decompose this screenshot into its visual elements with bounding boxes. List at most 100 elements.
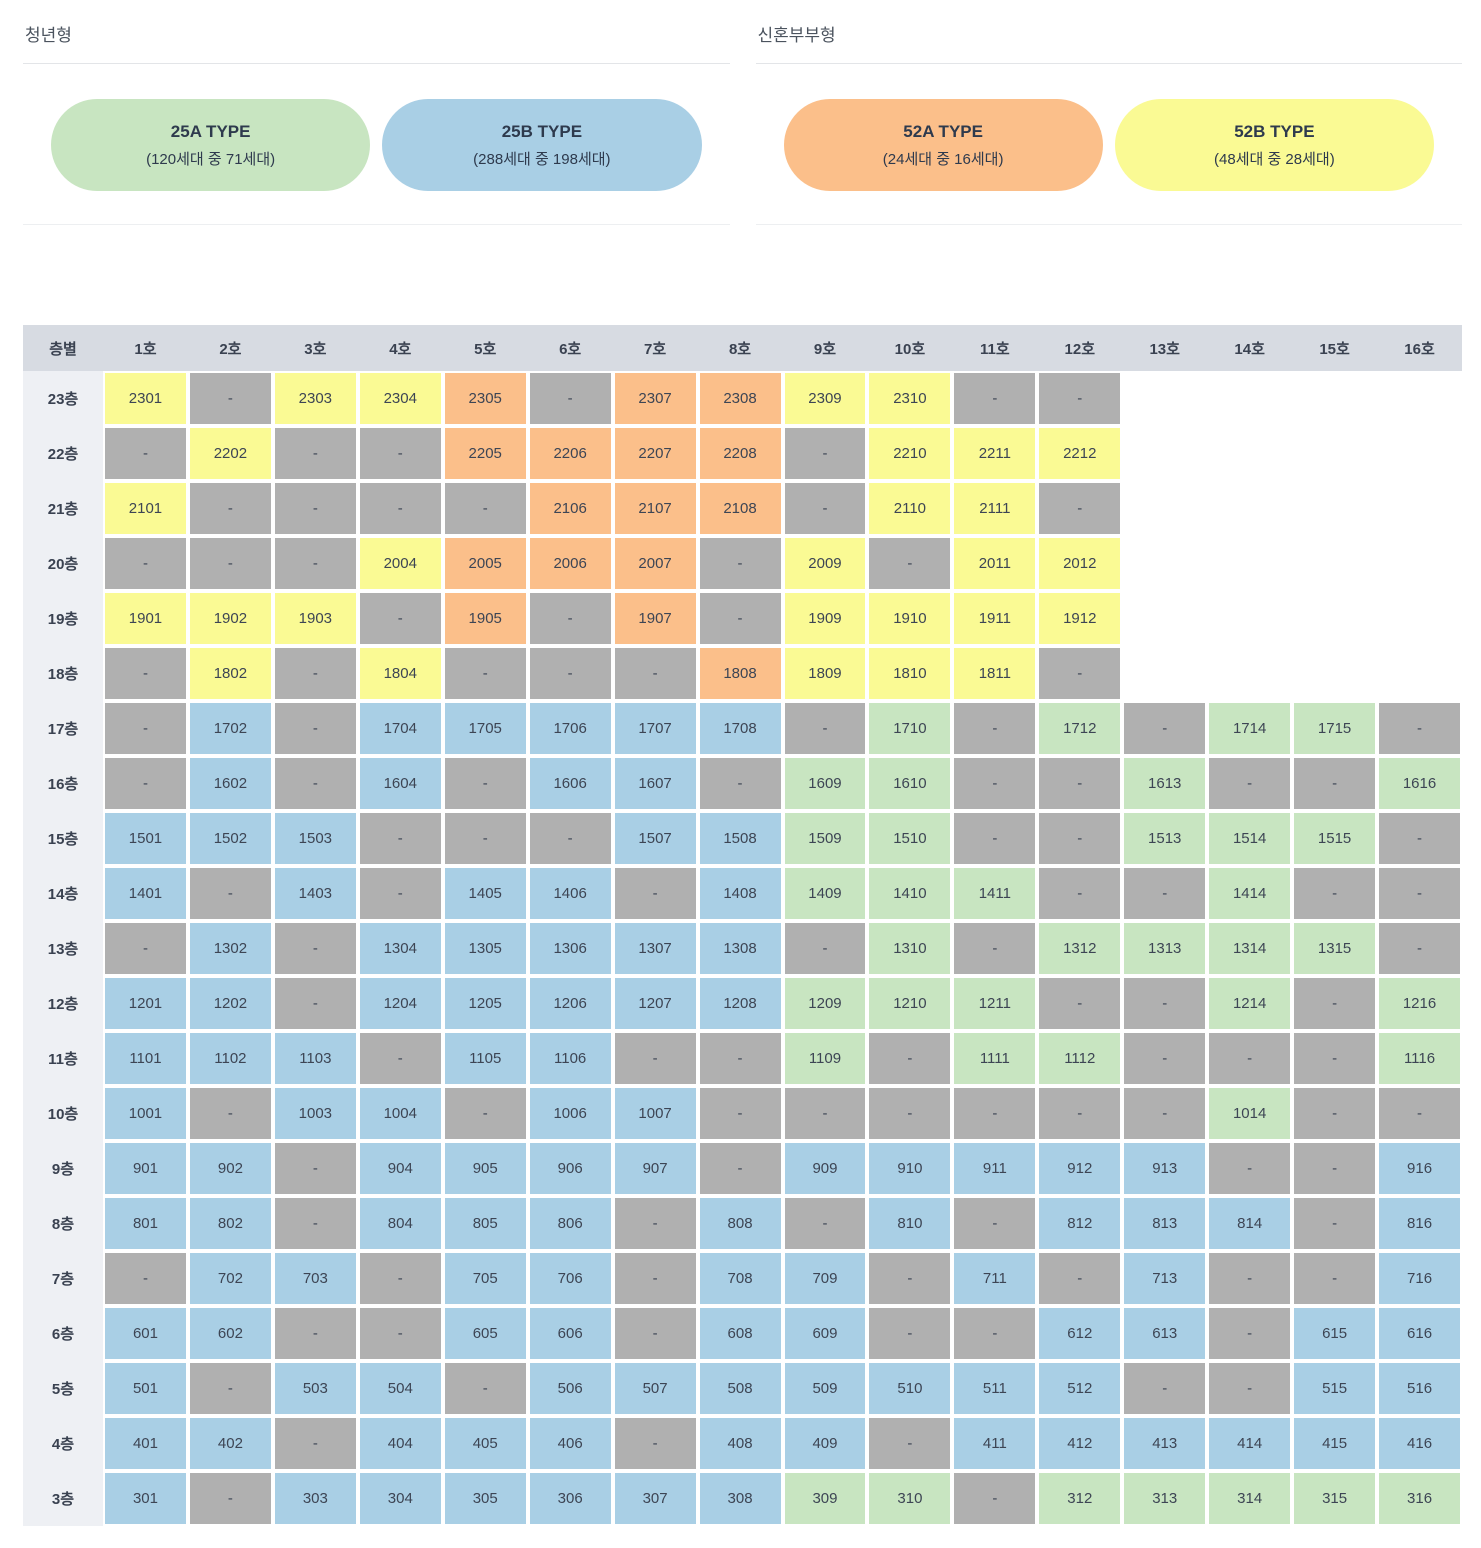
unit-cell[interactable]: 1206: [527, 976, 613, 1031]
unit-cell[interactable]: 1004: [357, 1086, 443, 1141]
unit-cell[interactable]: 412: [1037, 1416, 1123, 1471]
unit-cell[interactable]: 508: [697, 1361, 783, 1416]
unit-cell[interactable]: 2307: [612, 371, 698, 426]
unit-cell[interactable]: 1901: [103, 591, 188, 646]
unit-cell[interactable]: 615: [1292, 1306, 1378, 1361]
unit-cell[interactable]: 2207: [612, 426, 698, 481]
unit-cell[interactable]: 1201: [103, 976, 188, 1031]
unit-cell[interactable]: 507: [612, 1361, 698, 1416]
unit-cell[interactable]: 305: [442, 1471, 528, 1526]
unit-cell[interactable]: 1409: [782, 866, 868, 921]
unit-cell[interactable]: 1515: [1292, 811, 1378, 866]
unit-cell[interactable]: 1209: [782, 976, 868, 1031]
unit-cell[interactable]: 510: [867, 1361, 953, 1416]
unit-cell[interactable]: 301: [103, 1471, 188, 1526]
unit-cell[interactable]: 613: [1122, 1306, 1208, 1361]
unit-cell[interactable]: 1305: [442, 921, 528, 976]
unit-cell[interactable]: 1503: [272, 811, 358, 866]
unit-cell[interactable]: 1905: [442, 591, 528, 646]
unit-cell[interactable]: 1714: [1207, 701, 1293, 756]
unit-cell[interactable]: 806: [527, 1196, 613, 1251]
unit-cell[interactable]: 1706: [527, 701, 613, 756]
unit-cell[interactable]: 1910: [867, 591, 953, 646]
unit-cell[interactable]: 1708: [697, 701, 783, 756]
unit-cell[interactable]: 904: [357, 1141, 443, 1196]
unit-cell[interactable]: 309: [782, 1471, 868, 1526]
unit-cell[interactable]: 902: [187, 1141, 273, 1196]
unit-cell[interactable]: 1702: [187, 701, 273, 756]
unit-cell[interactable]: 813: [1122, 1196, 1208, 1251]
unit-cell[interactable]: 1003: [272, 1086, 358, 1141]
unit-cell[interactable]: 1208: [697, 976, 783, 1031]
unit-cell[interactable]: 2206: [527, 426, 613, 481]
unit-cell[interactable]: 314: [1207, 1471, 1293, 1526]
unit-cell[interactable]: 416: [1377, 1416, 1462, 1471]
unit-cell[interactable]: 1710: [867, 701, 953, 756]
unit-cell[interactable]: 606: [527, 1306, 613, 1361]
unit-cell[interactable]: 1014: [1207, 1086, 1293, 1141]
unit-cell[interactable]: 609: [782, 1306, 868, 1361]
unit-cell[interactable]: 2007: [612, 536, 698, 591]
unit-cell[interactable]: 2108: [697, 481, 783, 536]
unit-cell[interactable]: 2305: [442, 371, 528, 426]
unit-cell[interactable]: 310: [867, 1471, 953, 1526]
unit-cell[interactable]: 1102: [187, 1031, 273, 1086]
unit-cell[interactable]: 1202: [187, 976, 273, 1031]
unit-cell[interactable]: 612: [1037, 1306, 1123, 1361]
unit-cell[interactable]: 1106: [527, 1031, 613, 1086]
unit-cell[interactable]: 1315: [1292, 921, 1378, 976]
unit-cell[interactable]: 415: [1292, 1416, 1378, 1471]
unit-cell[interactable]: 2106: [527, 481, 613, 536]
unit-cell[interactable]: 1616: [1377, 756, 1462, 811]
unit-cell[interactable]: 503: [272, 1361, 358, 1416]
unit-cell[interactable]: 316: [1377, 1471, 1462, 1526]
unit-cell[interactable]: 408: [697, 1416, 783, 1471]
unit-cell[interactable]: 1116: [1377, 1031, 1462, 1086]
unit-cell[interactable]: 313: [1122, 1471, 1208, 1526]
unit-cell[interactable]: 912: [1037, 1141, 1123, 1196]
unit-cell[interactable]: 411: [952, 1416, 1038, 1471]
unit-cell[interactable]: 1205: [442, 976, 528, 1031]
unit-cell[interactable]: 2107: [612, 481, 698, 536]
unit-cell[interactable]: 1304: [357, 921, 443, 976]
unit-cell[interactable]: 501: [103, 1361, 188, 1416]
unit-cell[interactable]: 1210: [867, 976, 953, 1031]
unit-cell[interactable]: 716: [1377, 1251, 1462, 1306]
unit-cell[interactable]: 2304: [357, 371, 443, 426]
unit-cell[interactable]: 1712: [1037, 701, 1123, 756]
unit-cell[interactable]: 1707: [612, 701, 698, 756]
unit-cell[interactable]: 1606: [527, 756, 613, 811]
type-pill-52a[interactable]: 52A TYPE (24세대 중 16세대): [783, 99, 1103, 191]
unit-cell[interactable]: 401: [103, 1416, 188, 1471]
unit-cell[interactable]: 405: [442, 1416, 528, 1471]
unit-cell[interactable]: 905: [442, 1141, 528, 1196]
unit-cell[interactable]: 913: [1122, 1141, 1208, 1196]
unit-cell[interactable]: 2202: [187, 426, 273, 481]
unit-cell[interactable]: 1509: [782, 811, 868, 866]
unit-cell[interactable]: 1310: [867, 921, 953, 976]
unit-cell[interactable]: 1006: [527, 1086, 613, 1141]
unit-cell[interactable]: 810: [867, 1196, 953, 1251]
unit-cell[interactable]: 1112: [1037, 1031, 1123, 1086]
unit-cell[interactable]: 812: [1037, 1196, 1123, 1251]
unit-cell[interactable]: 1109: [782, 1031, 868, 1086]
unit-cell[interactable]: 602: [187, 1306, 273, 1361]
unit-cell[interactable]: 1909: [782, 591, 868, 646]
unit-cell[interactable]: 1907: [612, 591, 698, 646]
unit-cell[interactable]: 1410: [867, 866, 953, 921]
unit-cell[interactable]: 1408: [697, 866, 783, 921]
unit-cell[interactable]: 2012: [1037, 536, 1123, 591]
unit-cell[interactable]: 1314: [1207, 921, 1293, 976]
unit-cell[interactable]: 713: [1122, 1251, 1208, 1306]
unit-cell[interactable]: 307: [612, 1471, 698, 1526]
unit-cell[interactable]: 814: [1207, 1196, 1293, 1251]
unit-cell[interactable]: 703: [272, 1251, 358, 1306]
unit-cell[interactable]: 702: [187, 1251, 273, 1306]
unit-cell[interactable]: 1808: [697, 646, 783, 701]
unit-cell[interactable]: 901: [103, 1141, 188, 1196]
unit-cell[interactable]: 1401: [103, 866, 188, 921]
unit-cell[interactable]: 303: [272, 1471, 358, 1526]
unit-cell[interactable]: 909: [782, 1141, 868, 1196]
unit-cell[interactable]: 402: [187, 1416, 273, 1471]
unit-cell[interactable]: 2110: [867, 481, 953, 536]
